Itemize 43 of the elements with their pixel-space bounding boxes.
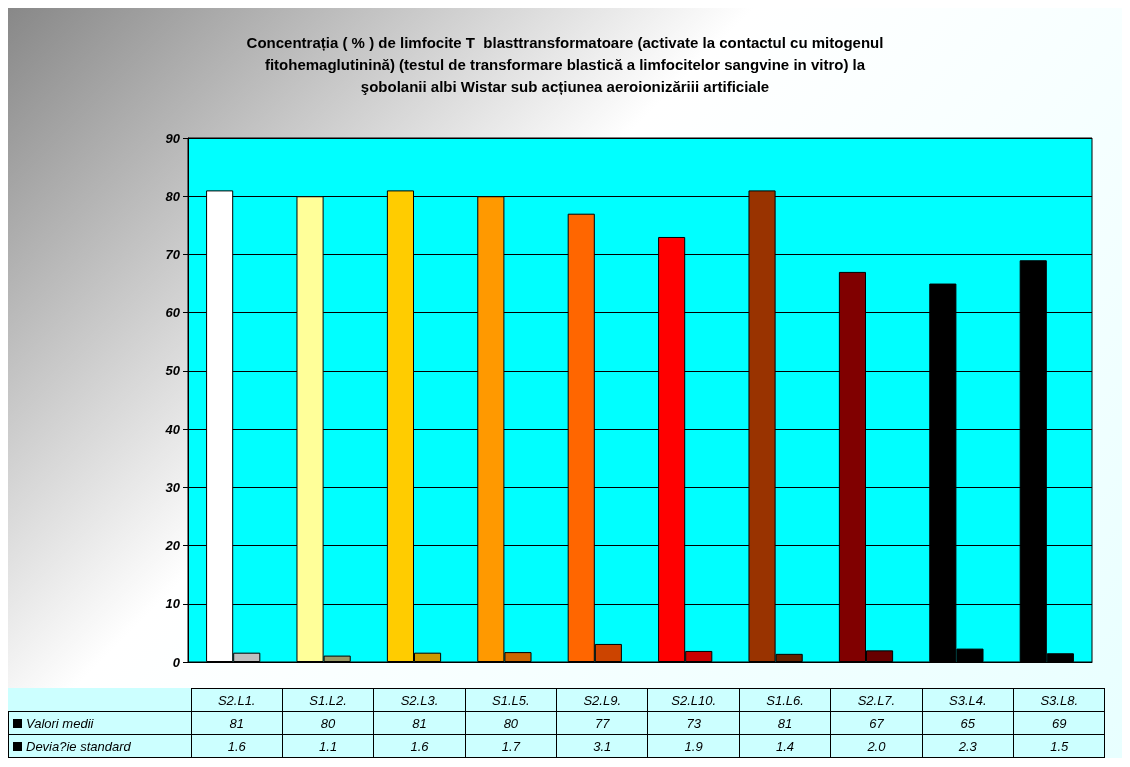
y-tick-label: 30 xyxy=(165,479,181,495)
data-label: 1.9 xyxy=(647,734,740,758)
x-tick-label: S1.L2. xyxy=(282,688,374,712)
x-tick-label: S3.L8. xyxy=(1013,688,1105,712)
y-tick-label: 40 xyxy=(164,421,181,437)
y-tick-label: 20 xyxy=(164,538,181,554)
x-tick-label: S1.L5. xyxy=(465,688,557,712)
legend-label: Valori medii xyxy=(8,711,191,735)
x-tick-label: S2.L9. xyxy=(556,688,648,712)
data-label: 80 xyxy=(282,711,374,735)
data-label: 1.6 xyxy=(191,734,283,758)
data-label: 65 xyxy=(922,711,1014,735)
data-label: 1.1 xyxy=(282,734,374,758)
data-label: 69 xyxy=(1013,711,1105,735)
data-label: 1.6 xyxy=(373,734,466,758)
x-tick-label: S2.L1. xyxy=(191,688,283,712)
x-tick-label: S3.L4. xyxy=(922,688,1014,712)
y-tick-label: 80 xyxy=(165,188,181,204)
data-label: 81 xyxy=(739,711,831,735)
data-label: 1.4 xyxy=(739,734,831,758)
legend-label: Devia?ie standard xyxy=(8,734,191,758)
data-label: 2.0 xyxy=(830,734,923,758)
x-tick-label: S2.L3. xyxy=(373,688,466,712)
y-tick-label: 60 xyxy=(165,305,181,321)
data-label: 2.3 xyxy=(922,734,1014,758)
data-label: 81 xyxy=(373,711,466,735)
data-label: 81 xyxy=(191,711,283,735)
x-tick-label: S1.L6. xyxy=(739,688,831,712)
y-tick-label: 50 xyxy=(165,363,181,379)
data-label: 77 xyxy=(556,711,648,735)
data-label: 3.1 xyxy=(556,734,648,758)
y-tick-label: 10 xyxy=(165,596,181,612)
y-tick-label: 90 xyxy=(165,130,181,146)
chart-title: Concentrația ( % ) de limfocite T blasttransformatoare (activate la contactul cu mitogenul fitohemaglutinină) (testul de transformare blastică a limfocitelor sangvine in vitro) la şobolanii albi Wistar sub acțiunea aeroionizăriii artificiale xyxy=(246,33,884,95)
y-tick-label: 0 xyxy=(172,654,181,670)
data-label: 1.5 xyxy=(1013,734,1105,758)
x-tick-label: S2.L7. xyxy=(830,688,923,712)
data-label: 80 xyxy=(465,711,557,735)
data-label: 73 xyxy=(647,711,740,735)
data-label: 1.7 xyxy=(465,734,557,758)
y-tick-label: 70 xyxy=(165,246,181,262)
data-label: 67 xyxy=(830,711,923,735)
x-tick-label: S2.L10. xyxy=(647,688,740,712)
